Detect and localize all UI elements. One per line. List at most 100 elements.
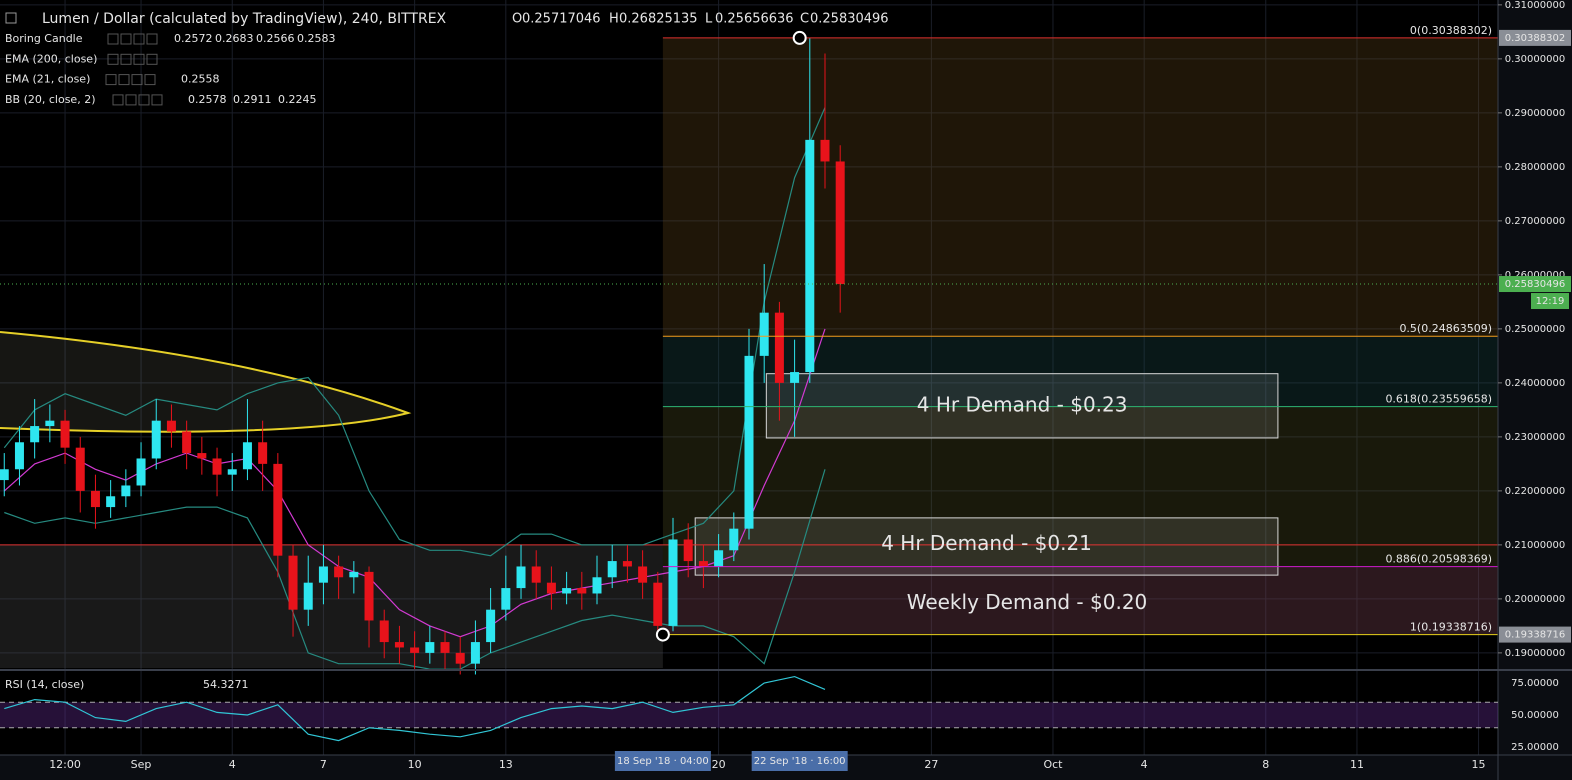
y-tick-label: 0.22000000 bbox=[1505, 486, 1565, 497]
indicator-control bbox=[125, 94, 137, 106]
y-tick-label: 0.24000000 bbox=[1505, 378, 1565, 389]
candle-body bbox=[729, 528, 739, 551]
fib-anchor bbox=[792, 30, 807, 45]
zone-label: 4 Hr Demand - $0.23 bbox=[917, 392, 1128, 416]
indicator-control bbox=[133, 33, 145, 45]
ohlc-key: L bbox=[705, 12, 713, 27]
x-tick-label: 11 bbox=[1350, 758, 1364, 771]
y-tick-label: 0.19000000 bbox=[1505, 648, 1565, 659]
candle-body bbox=[0, 469, 9, 481]
indicator-control bbox=[133, 53, 145, 65]
candle-body bbox=[805, 139, 815, 373]
candle-body bbox=[759, 312, 769, 356]
candle-body bbox=[698, 561, 708, 567]
indicator-control bbox=[105, 74, 117, 86]
indicator-control bbox=[131, 74, 143, 86]
x-tick-label: 4 bbox=[1141, 758, 1148, 771]
zone-label: Weekly Demand - $0.20 bbox=[907, 590, 1148, 614]
x-tick-label: 7 bbox=[320, 758, 327, 771]
indicator-control bbox=[151, 94, 163, 106]
demand-zone bbox=[694, 517, 1279, 576]
candle-body bbox=[425, 642, 435, 653]
candle-body bbox=[516, 566, 526, 589]
candle-body bbox=[303, 582, 313, 610]
y-tick-label: 0.27000000 bbox=[1505, 216, 1565, 227]
fib-label: 0.886(0.20598369) bbox=[1385, 553, 1492, 566]
fib-band bbox=[662, 566, 1498, 635]
y-tick-label: 0.26000000 bbox=[1505, 270, 1565, 281]
indicator-value: 0.2245 bbox=[278, 93, 317, 106]
x-tick-label: 20 bbox=[712, 758, 726, 771]
candle-body bbox=[182, 431, 192, 454]
candle-body bbox=[334, 566, 344, 578]
y-tick-label: 0.23000000 bbox=[1505, 432, 1565, 443]
price-tag-label: 0.19338716 bbox=[1505, 630, 1565, 641]
fib-band bbox=[662, 336, 1498, 407]
candle-body bbox=[562, 588, 572, 594]
fib-label: 0(0.30388302) bbox=[1410, 24, 1492, 37]
zone-label: 4 Hr Demand - $0.21 bbox=[881, 531, 1092, 555]
candle-body bbox=[668, 539, 678, 626]
price-axis-panel bbox=[1498, 0, 1572, 780]
plot bbox=[0, 0, 1498, 755]
fib-band bbox=[662, 406, 1498, 567]
candle-body bbox=[166, 420, 176, 432]
chart-title: Lumen / Dollar (calculated by TradingVie… bbox=[42, 11, 447, 27]
candle-body bbox=[14, 442, 24, 470]
indicator-name: EMA (200, close) bbox=[5, 52, 97, 65]
indicator-value: 0.2558 bbox=[181, 73, 220, 86]
fib-anchor bbox=[655, 627, 670, 642]
x-tick-label: Sep bbox=[131, 758, 152, 771]
candle-body bbox=[90, 490, 100, 508]
candle-body bbox=[622, 561, 632, 567]
candle-body bbox=[151, 420, 161, 459]
candle-body bbox=[258, 442, 268, 464]
y-tick-label: 0.28000000 bbox=[1505, 162, 1565, 173]
x-highlight-label: 18 Sep '18 · 04:00 bbox=[617, 756, 709, 767]
indicator-value: 0.2566 bbox=[256, 32, 295, 45]
candle-body bbox=[318, 566, 328, 583]
rsi-tick-label: 25.00000 bbox=[1511, 742, 1559, 753]
indicator-control bbox=[146, 53, 158, 65]
candle-body bbox=[75, 447, 85, 491]
candle-body bbox=[440, 642, 450, 653]
rsi-band bbox=[0, 702, 1498, 728]
y-tick-label: 0.31000000 bbox=[1505, 0, 1565, 11]
x-highlight bbox=[751, 751, 848, 771]
candle-body bbox=[394, 642, 404, 648]
indicator-control bbox=[112, 94, 124, 106]
ohlc-value: 0.26825135 bbox=[619, 12, 698, 27]
fib-label: 1(0.19338716) bbox=[1410, 621, 1492, 634]
price-tag bbox=[1499, 626, 1571, 643]
y-tick-label: 0.29000000 bbox=[1505, 108, 1565, 119]
price-tag bbox=[1499, 276, 1571, 293]
y-tick-label: 0.21000000 bbox=[1505, 540, 1565, 551]
ohlc-key: O bbox=[512, 12, 522, 27]
candle-body bbox=[820, 139, 830, 162]
candle-body bbox=[379, 620, 389, 643]
indicator-value: 0.2583 bbox=[297, 32, 336, 45]
fib-label: 0.618(0.23559658) bbox=[1385, 393, 1492, 406]
x-tick-label: 4 bbox=[229, 758, 236, 771]
candle-body bbox=[790, 372, 800, 383]
candle-body bbox=[714, 550, 724, 567]
ohlc-value: 0.25717046 bbox=[522, 12, 601, 27]
candle-body bbox=[470, 642, 480, 664]
candle-body bbox=[121, 485, 131, 497]
candle-body bbox=[683, 539, 693, 562]
indicator-value: 0.2578 bbox=[188, 93, 227, 106]
x-highlight bbox=[614, 751, 711, 771]
candle-body bbox=[455, 652, 465, 664]
x-tick-label: 12:00 bbox=[49, 758, 81, 771]
ohlc-value: 0.25830496 bbox=[810, 12, 889, 27]
x-tick-label: 15 bbox=[1472, 758, 1486, 771]
countdown-label: 12:19 bbox=[1536, 296, 1565, 307]
indicator-value: 0.2683 bbox=[215, 32, 254, 45]
candle-body bbox=[364, 571, 374, 621]
collapse-icon[interactable] bbox=[5, 12, 17, 24]
candle-body bbox=[30, 426, 40, 443]
candle-body bbox=[638, 566, 648, 583]
indicator-control bbox=[120, 53, 132, 65]
candle-body bbox=[288, 555, 298, 610]
